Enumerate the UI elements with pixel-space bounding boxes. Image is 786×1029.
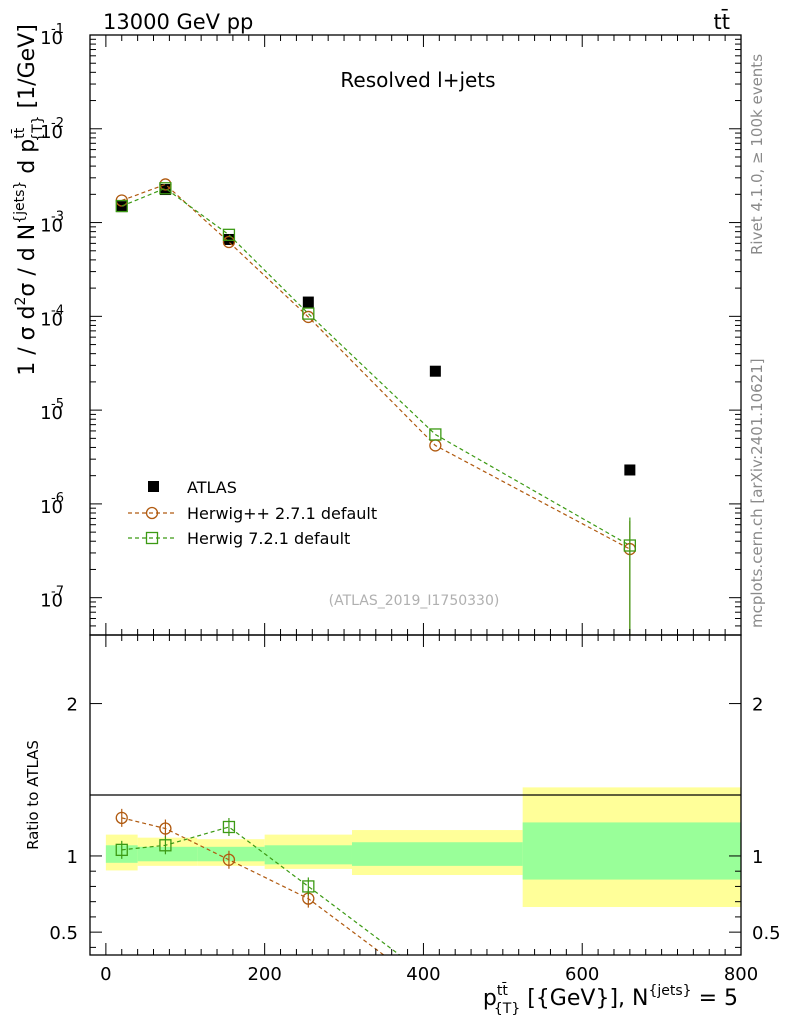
ratio-point (222, 853, 236, 866)
main-ytick-label: 10-5 (40, 397, 64, 424)
ratio-point (222, 820, 236, 834)
ratio-band-green (264, 845, 352, 865)
ratio-xtick-label: 400 (406, 964, 440, 985)
ratio-band-green (522, 822, 741, 880)
ratio-point (115, 843, 128, 857)
main-point (222, 235, 236, 249)
main-point (115, 199, 128, 213)
ratio-xlabel: ptt̄ {T} [{GeV}], N{jets} = 5 (483, 981, 738, 1017)
legend-label-herwigpp: Herwig++ 2.7.1 default (187, 504, 377, 523)
analysis-id: (ATLAS_2019_I1750330) (329, 593, 500, 609)
legend-label-atlas: ATLAS (187, 478, 237, 497)
ratio-series-line (121, 826, 400, 956)
main-point (302, 296, 314, 308)
legend-marker-atlas (148, 481, 159, 492)
ratio-xtick-label: 200 (247, 964, 281, 985)
main-ytick-label: 10-3 (40, 210, 64, 237)
ratio-xtick-label: 800 (724, 964, 758, 985)
ratio-point (302, 880, 315, 893)
main-point (429, 428, 442, 441)
ratio-frame (89, 634, 742, 956)
main-ytick-label: 10-1 (40, 22, 64, 49)
main-point (222, 228, 236, 241)
main-series-line (121, 187, 631, 547)
main-point (623, 539, 637, 552)
ratio-ytick-label: 1 (752, 847, 763, 868)
legend-marker-herwig7 (145, 531, 159, 545)
rivet-label: Rivet 4.1.0, ≥ 100k events (748, 54, 766, 255)
mcplots-label: mcplots.cern.ch [arXiv:2401.10621] (748, 358, 766, 628)
main-point (302, 307, 315, 320)
ratio-band-green (351, 842, 523, 866)
main-ytick-label: 10-2 (40, 116, 64, 143)
legend: ATLAS Herwig++ 2.7.1 default Herwig 7.2.… (128, 478, 377, 548)
ratio-xtick-label: 600 (565, 964, 599, 985)
ratio-ytick-label: 0.5 (49, 923, 78, 944)
ratio-xtick-label: 0 (100, 964, 111, 985)
ratio-point (159, 822, 172, 835)
svg-text:ptt̄{T} [{GeV}], N{jets} = 5: ptt̄ {T} [{GeV}], N{jets} = 5 (483, 981, 738, 1017)
main-point (429, 365, 441, 377)
ratio-ylabel: Ratio to ATLAS (24, 740, 42, 850)
ratio-band-green (137, 846, 198, 862)
ratio-point (115, 811, 128, 825)
main-ytick-label: 10-4 (40, 303, 64, 330)
main-panel: 10-1 10-2 10-3 10-4 10-5 10-6 10-7 Resolved l+… (10, 22, 742, 636)
ratio-point (159, 839, 172, 852)
main-point (159, 182, 172, 195)
main-title: Resolved l+jets (340, 68, 495, 92)
ratio-ytick-label: 0.5 (752, 923, 781, 944)
main-point (223, 233, 235, 245)
main-point (624, 464, 636, 476)
ratio-panel: 0.5 0.51 12 2 0 200 400 600 800 Ratio to ATLAS … (24, 634, 781, 1017)
main-ytick-label: 10-7 (40, 585, 64, 612)
main-ytick-label: 10-6 (40, 491, 64, 518)
process-label: tt̄ (714, 9, 730, 34)
ratio-ytick-label: 1 (67, 847, 78, 868)
legend-label-herwig7: Herwig 7.2.1 default (187, 529, 350, 548)
main-series-line (121, 183, 631, 550)
ratio-ytick-label: 2 (752, 695, 763, 716)
legend-marker-herwigpp (145, 506, 159, 520)
energy-label: 13000 GeV pp (103, 10, 253, 34)
ratio-ytick-label: 2 (67, 695, 78, 716)
